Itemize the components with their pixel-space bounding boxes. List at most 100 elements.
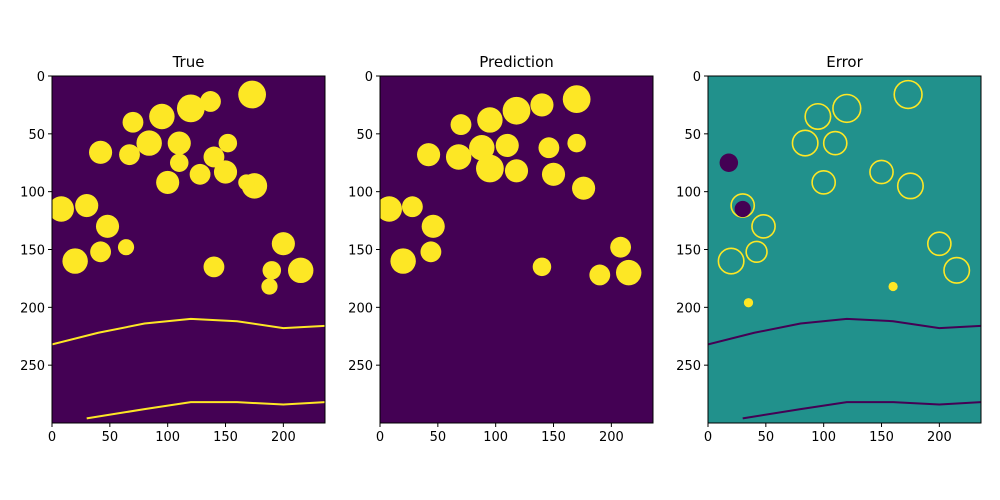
blob (719, 153, 739, 173)
x-tick-label: 200 (271, 430, 296, 445)
y-tick-label: 200 (348, 301, 373, 316)
blob (90, 241, 111, 263)
y-tick-label: 150 (348, 244, 373, 259)
blob (610, 236, 632, 258)
blob (562, 85, 591, 114)
blob (169, 153, 189, 173)
x-tick-label: 100 (483, 430, 508, 445)
blob (89, 140, 113, 164)
blob (119, 144, 140, 166)
axes: 0 50 100 150 200 0 50 100 150 200 250 (348, 70, 654, 445)
blob (95, 214, 120, 238)
y-tick-label: 250 (20, 359, 45, 374)
x-tick-label: 50 (430, 430, 447, 445)
error-ring (926, 231, 952, 257)
blob (117, 239, 135, 256)
blob (476, 154, 504, 183)
panel-title: True (172, 53, 205, 71)
image-area (708, 76, 981, 423)
y-tick-label: 50 (684, 128, 701, 143)
x-tick-label: 150 (541, 430, 566, 445)
blob (417, 143, 441, 167)
y-tick-label: 250 (676, 359, 701, 374)
x-tick-label: 200 (927, 430, 952, 445)
blob (390, 248, 416, 274)
blob (52, 196, 74, 222)
blob (200, 91, 221, 112)
y-tick-label: 0 (693, 70, 701, 85)
blob (287, 257, 314, 284)
blob (530, 93, 554, 117)
blob (203, 146, 225, 168)
blob (261, 278, 278, 295)
streak (52, 317, 325, 346)
error-ring (804, 102, 832, 131)
error-ring (896, 172, 924, 200)
image-area (380, 76, 653, 423)
blob (75, 193, 99, 218)
y-tick-label: 100 (20, 186, 45, 201)
y-tick-label: 150 (676, 244, 701, 259)
blob (589, 264, 611, 286)
blob (136, 130, 162, 156)
blob (189, 163, 211, 185)
blob (572, 176, 596, 200)
blob (734, 200, 751, 218)
error-ring (751, 213, 776, 239)
error-ring (822, 130, 848, 156)
blob (218, 133, 238, 153)
blob (238, 80, 267, 109)
error-ring (730, 193, 756, 218)
x-tick-label: 150 (869, 430, 894, 445)
blob (262, 261, 282, 280)
error-ring (717, 247, 745, 275)
error-ring (745, 240, 768, 264)
streak (742, 401, 981, 420)
blob (504, 159, 529, 183)
x-tick-label: 0 (376, 430, 384, 445)
x-tick-label: 150 (213, 430, 238, 445)
x-tick-label: 50 (758, 430, 775, 445)
error-ring (893, 79, 923, 110)
blob (122, 111, 144, 133)
blob (238, 174, 255, 191)
blob (469, 134, 495, 161)
panel-true: True 0 50 100 150 200 0 50 100 150 200 250 (20, 53, 326, 445)
error-ring (811, 170, 837, 195)
axes: 0 50 100 150 200 0 50 100 150 200 250 (20, 70, 326, 445)
blob (213, 160, 238, 184)
blob (477, 107, 503, 133)
panel-title: Prediction (479, 53, 554, 71)
x-tick-label: 50 (102, 430, 119, 445)
y-tick-label: 0 (37, 70, 45, 85)
blob (743, 298, 754, 308)
streak (86, 401, 325, 420)
image-background (708, 76, 981, 423)
error-ring (943, 256, 971, 284)
streak (708, 317, 981, 346)
blob (445, 144, 472, 170)
blob (176, 94, 205, 123)
blob (502, 96, 531, 125)
blob (156, 170, 180, 194)
blob (401, 196, 423, 218)
y-tick-label: 50 (356, 128, 373, 143)
blob (541, 162, 566, 186)
panel-error: Error 0 50 100 150 200 0 50 100 150 200 250 (676, 53, 982, 445)
blob (420, 241, 442, 263)
error-ring (869, 159, 894, 185)
blob (538, 137, 560, 159)
y-tick-label: 100 (676, 186, 701, 201)
blob (62, 248, 88, 274)
x-tick-label: 100 (155, 430, 180, 445)
y-tick-label: 50 (28, 128, 45, 143)
blob (167, 131, 191, 155)
x-tick-label: 0 (704, 430, 712, 445)
panel-title: Error (826, 53, 863, 71)
blob (421, 214, 445, 238)
x-tick-label: 100 (811, 430, 836, 445)
blob (380, 196, 402, 222)
x-tick-label: 200 (599, 430, 624, 445)
y-tick-label: 250 (348, 359, 373, 374)
